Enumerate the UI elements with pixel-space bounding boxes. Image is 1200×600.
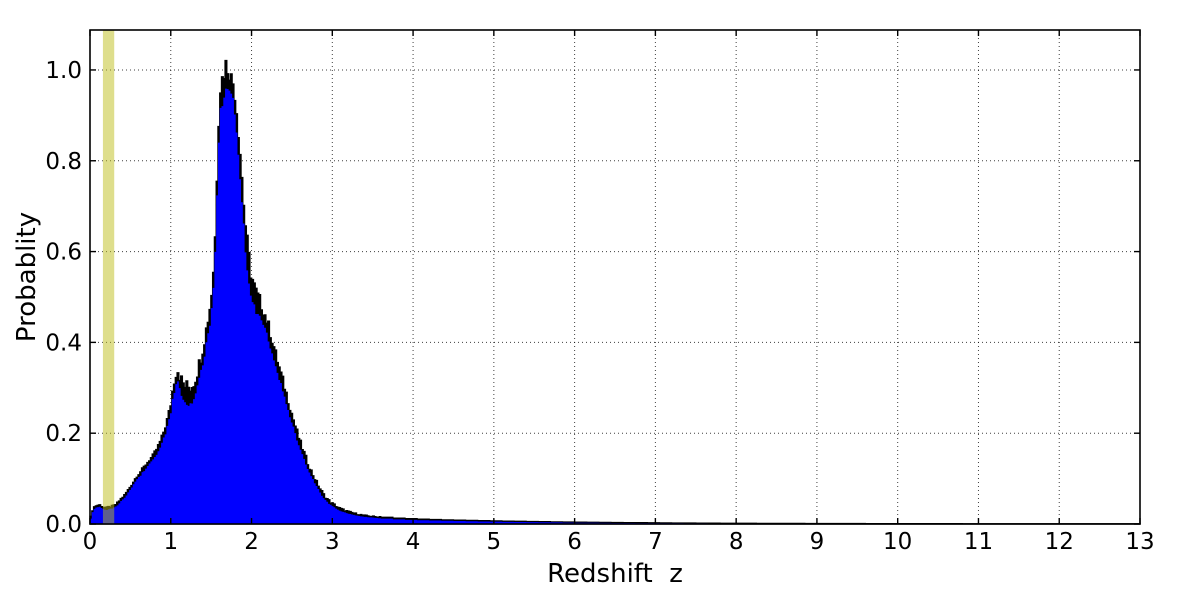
pdf-fill bbox=[90, 88, 1140, 524]
x-tick-label: 11 bbox=[964, 529, 993, 555]
x-tick-label: 0 bbox=[83, 529, 98, 555]
y-axis-label: Probablity bbox=[12, 211, 42, 343]
x-tick-label: 10 bbox=[883, 529, 912, 555]
x-tick-label: 5 bbox=[487, 529, 502, 555]
y-tick-label: 0.8 bbox=[45, 149, 82, 175]
y-tick-label: 0.6 bbox=[45, 240, 82, 266]
axes-spines bbox=[89, 29, 1141, 525]
y-tick-label: 0.4 bbox=[45, 330, 82, 356]
x-tick-label: 7 bbox=[648, 529, 663, 555]
y-tick-label: 0.2 bbox=[45, 421, 82, 447]
x-tick-label: 13 bbox=[1125, 529, 1154, 555]
x-tick-label: 1 bbox=[163, 529, 178, 555]
x-tick-label: 12 bbox=[1045, 529, 1074, 555]
x-axis-label: Redshift z bbox=[547, 559, 683, 589]
x-tick-label: 9 bbox=[810, 529, 825, 555]
y-tick-label: 1.0 bbox=[45, 58, 82, 84]
x-tick-label: 3 bbox=[325, 529, 340, 555]
x-tick-label: 4 bbox=[406, 529, 421, 555]
y-tick-label: 0.0 bbox=[45, 512, 82, 538]
x-tick-label: 8 bbox=[729, 529, 744, 555]
highlight-band bbox=[102, 30, 115, 524]
x-tick-label: 2 bbox=[244, 529, 259, 555]
x-tick-label: 6 bbox=[567, 529, 582, 555]
